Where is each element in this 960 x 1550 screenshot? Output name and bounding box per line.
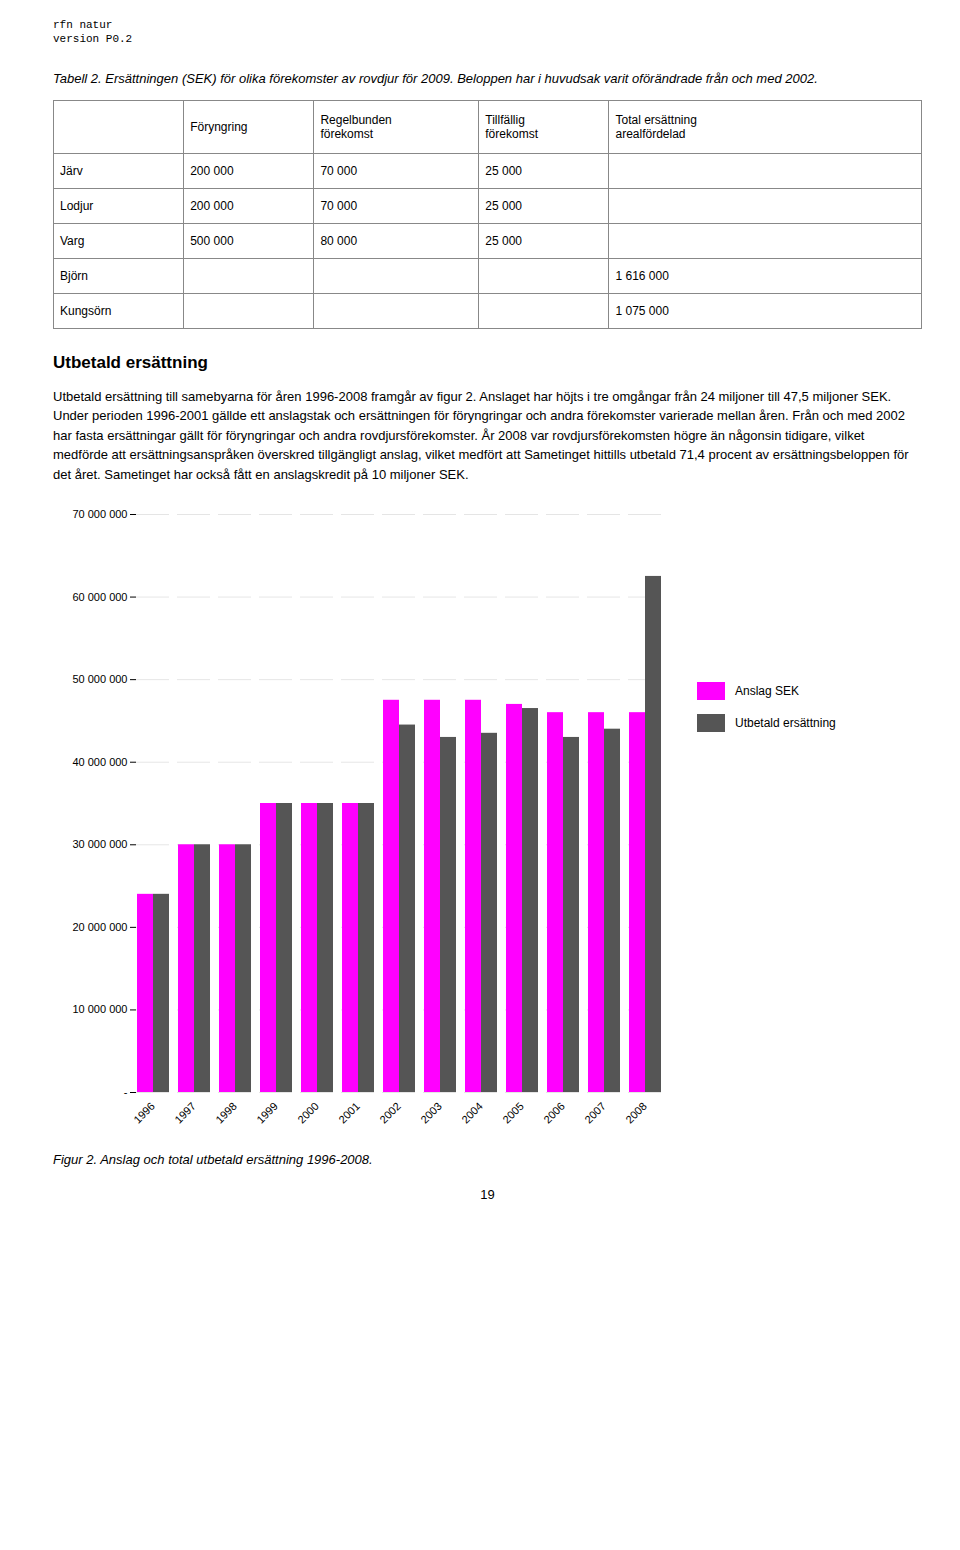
html-text:500 000: 500 000 [190,233,234,248]
html-text:200 000: 200 000 [190,163,234,178]
html-text:1 616 000: 1 616 000 [615,268,669,283]
html-text:Lodjur: Lodjur [60,198,94,213]
svg-text:-: - [124,1086,128,1098]
html-text:70 000: 70 000 [320,198,358,213]
svg-text:20 000 000: 20 000 000 [72,921,127,933]
svg-text:2007: 2007 [582,1100,608,1126]
html-text:Utbetald ersättning till sameb: Utbetald ersättning till samebyarna för … [53,388,909,482]
svg-text:2001: 2001 [336,1100,362,1126]
svg-text:50 000 000: 50 000 000 [72,673,127,685]
svg-text:60 000 000: 60 000 000 [72,591,127,603]
svg-text:2004: 2004 [459,1100,485,1126]
svg-text:30 000 000: 30 000 000 [72,838,127,850]
html-text:Kungsörn: Kungsörn [60,303,112,318]
html-text:Figur 2. Anslag och total utbe: Figur 2. Anslag och total utbetald ersät… [53,1152,373,1168]
html-text:200 000: 200 000 [190,198,234,213]
html-text:Utbetald ersättning: Utbetald ersättning [735,716,836,731]
svg-text:1996: 1996 [131,1100,157,1126]
html-text:rfn natur version P0.2: rfn natur version P0.2 [53,19,133,46]
svg-text:10 000 000: 10 000 000 [72,1004,127,1016]
svg-text:70 000 000: 70 000 000 [72,508,127,520]
html-text:Föryngring: Föryngring [190,119,248,134]
html-text:25 000: 25 000 [485,198,522,213]
html-text:Järv: Järv [60,163,83,178]
html-text:Total ersättning arealfördelad: Total ersättning arealfördelad [615,112,697,141]
html-text:1 075 000: 1 075 000 [615,303,669,318]
html-text:Tabell 2. Ersättningen (SEK) f: Tabell 2. Ersättningen (SEK) för olika f… [53,70,818,86]
html-text:Björn: Björn [60,268,88,283]
svg-text:40 000 000: 40 000 000 [72,756,127,768]
svg-text:2006: 2006 [541,1100,567,1126]
html-text:Anslag SEK: Anslag SEK [735,684,799,699]
html-text:19: 19 [480,1187,495,1203]
html-text:Varg: Varg [60,233,85,248]
svg-text:2000: 2000 [295,1100,321,1126]
html-text:Tillfällig förekomst: Tillfällig förekomst [485,112,538,141]
svg-text:2008: 2008 [623,1100,649,1126]
svg-text:2005: 2005 [500,1100,526,1126]
svg-text:1998: 1998 [213,1100,239,1126]
svg-text:2003: 2003 [418,1100,444,1126]
html-text:80 000: 80 000 [320,233,358,248]
html-text:Utbetald ersättning: Utbetald ersättning [53,352,208,372]
html-text:25 000: 25 000 [485,233,522,248]
html-text:25 000: 25 000 [485,163,522,178]
svg-text:1999: 1999 [254,1100,280,1126]
html-text:70 000: 70 000 [320,163,358,178]
svg-text:1997: 1997 [172,1100,198,1126]
html-text:Regelbunden förekomst: Regelbunden förekomst [320,112,392,141]
svg-text:2002: 2002 [377,1100,403,1126]
